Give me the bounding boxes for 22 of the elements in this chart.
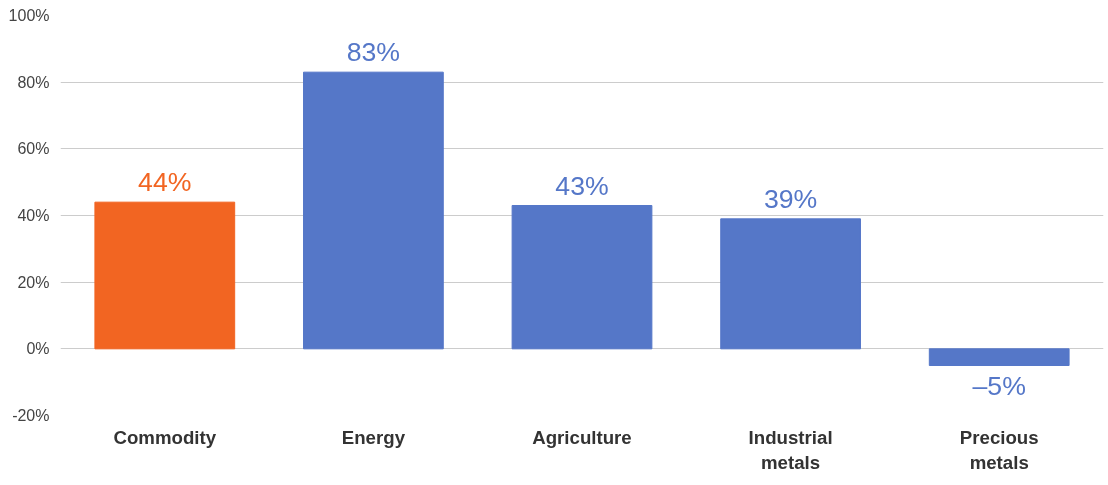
bar <box>928 348 1070 366</box>
bar <box>303 71 444 350</box>
x-tick-label: Agriculture <box>532 426 632 448</box>
x-tick-label: Commodity <box>113 426 217 448</box>
data-label: 83% <box>346 37 401 68</box>
data-label: 43% <box>555 170 609 201</box>
bar <box>94 201 236 350</box>
y-tick-label: 40% <box>17 207 50 224</box>
y-tick-label: 0% <box>26 340 50 358</box>
y-tick-label: 60% <box>17 140 50 158</box>
y-tick-label: -20% <box>12 407 50 424</box>
data-label: 39% <box>763 183 818 214</box>
bar <box>511 205 653 350</box>
x-tick-label: Industrial metals <box>748 426 833 473</box>
y-tick-label: 100% <box>8 7 50 24</box>
data-label: –5% <box>972 370 1026 401</box>
y-tick-label: 80% <box>17 73 50 91</box>
x-tick-label: Energy <box>341 426 406 448</box>
y-tick-label: 20% <box>17 273 50 291</box>
x-tick-label: Precious metals <box>959 426 1039 473</box>
data-label: 44% <box>138 167 192 198</box>
bar <box>720 218 861 350</box>
